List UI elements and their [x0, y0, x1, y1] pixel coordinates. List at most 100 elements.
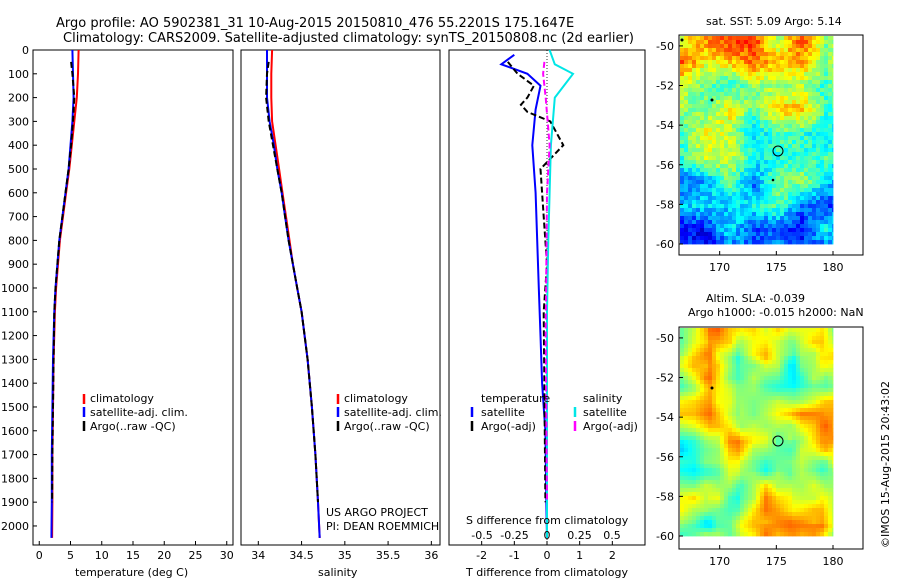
map-cell [748, 188, 753, 193]
map-cell [800, 376, 805, 381]
map-cell [756, 496, 761, 501]
map-cell [708, 228, 713, 233]
map-cell [784, 124, 789, 129]
map-cell [696, 508, 701, 513]
map-cell [704, 188, 709, 193]
map-cell [756, 428, 761, 433]
map-cell [716, 100, 721, 105]
map-cell [680, 220, 685, 225]
legend-label: Argo(-adj) [481, 420, 536, 433]
map-cell [700, 164, 705, 169]
map-cell [760, 88, 765, 93]
difference-panel: -2 -1 0 1 2 -0.5 -0.25 0 0.25 0.5 S difference f… [448, 49, 646, 579]
map-cell [832, 56, 834, 61]
map-cell [832, 184, 834, 189]
map-cell [732, 532, 737, 537]
map-cell [792, 168, 797, 173]
map-cell [820, 40, 825, 45]
map-cell [784, 108, 789, 113]
map-cell [828, 72, 833, 77]
map-cell [780, 512, 785, 517]
map-cell [724, 48, 729, 53]
map-cell [808, 508, 813, 513]
map-cell [724, 168, 729, 173]
map-cell [736, 196, 741, 201]
map-cell [796, 64, 801, 69]
map-cell [688, 468, 693, 473]
map-cell [724, 428, 729, 433]
map-cell [812, 468, 817, 473]
map-cell [788, 352, 793, 357]
map-cell [800, 232, 805, 237]
depth-tick-label: 900 [8, 258, 29, 271]
map-cell [788, 44, 793, 49]
map-cell [752, 36, 757, 41]
map-cell [708, 488, 713, 493]
map-cell [764, 376, 769, 381]
map-cell [776, 408, 781, 413]
map-cell [824, 432, 829, 437]
map-cell [716, 152, 721, 157]
map-cell [680, 156, 685, 161]
map-cell [788, 328, 793, 333]
map-cell [768, 488, 773, 493]
map-cell [684, 476, 689, 481]
map-cell [756, 460, 761, 465]
map-cell [756, 400, 761, 405]
map-cell [792, 144, 797, 149]
map-cell [816, 508, 821, 513]
map-cell [788, 144, 793, 149]
map-cell [788, 68, 793, 73]
map-cell [772, 408, 777, 413]
map-cell [748, 408, 753, 413]
map-lon-tick-label: 180 [823, 261, 844, 274]
map-cell [712, 72, 717, 77]
map-cell [728, 344, 733, 349]
map-cell [712, 400, 717, 405]
map-cell [748, 84, 753, 89]
map-cell [824, 424, 829, 429]
map-cell [708, 380, 713, 385]
map-cell [680, 432, 685, 437]
map-cell [760, 480, 765, 485]
map-cell [792, 504, 797, 509]
map-cell [716, 424, 721, 429]
map-cell [704, 224, 709, 229]
map-cell [728, 68, 733, 73]
map-cell [800, 172, 805, 177]
map-cell [732, 232, 737, 237]
map-cell [716, 524, 721, 529]
map-cell [716, 360, 721, 365]
map-cell [764, 208, 769, 213]
map-cell [720, 240, 725, 245]
map-cell [720, 92, 725, 97]
map-cell [776, 80, 781, 85]
map-cell [748, 160, 753, 165]
map-cell [812, 68, 817, 73]
map-cell [712, 88, 717, 93]
map-cell [756, 88, 761, 93]
map-cell [736, 96, 741, 101]
map-cell [728, 440, 733, 445]
map-cell [708, 88, 713, 93]
map-cell [800, 152, 805, 157]
map-cell [692, 508, 697, 513]
map-cell [816, 356, 821, 361]
map-cell [736, 140, 741, 145]
map-cell [800, 52, 805, 57]
map-cell [740, 160, 745, 165]
map-cell [768, 360, 773, 365]
map-cell [832, 108, 834, 113]
map-cell [820, 188, 825, 193]
map-cell [820, 476, 825, 481]
map-cell [716, 68, 721, 73]
map-cell [776, 88, 781, 93]
map-cell [732, 504, 737, 509]
map-cell [764, 156, 769, 161]
t-diff-tick-label: -2 [476, 549, 487, 562]
map-cell [828, 380, 833, 385]
map-cell [732, 180, 737, 185]
map-cell [768, 368, 773, 373]
map-cell [776, 472, 781, 477]
map-cell [700, 528, 705, 533]
